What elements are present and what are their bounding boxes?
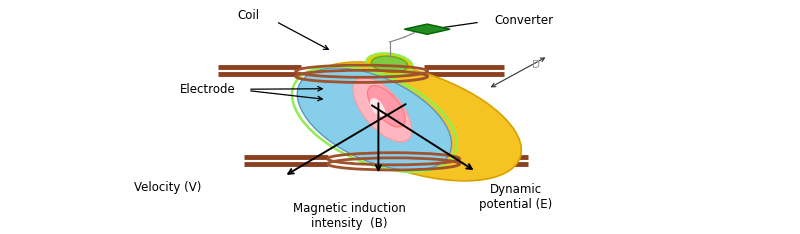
Text: Dynamic
potential (E): Dynamic potential (E)	[479, 183, 553, 211]
Ellipse shape	[366, 53, 413, 75]
Text: Converter: Converter	[494, 14, 554, 27]
Text: Magnetic induction
intensity  (B): Magnetic induction intensity (B)	[293, 202, 406, 230]
Text: Coil: Coil	[237, 9, 259, 22]
Ellipse shape	[302, 62, 522, 181]
Ellipse shape	[367, 86, 406, 127]
Text: Electrode: Electrode	[180, 83, 236, 96]
Polygon shape	[404, 24, 450, 34]
Text: Velocity (V): Velocity (V)	[134, 182, 202, 194]
Text: D: D	[532, 60, 540, 70]
Ellipse shape	[353, 77, 412, 142]
Ellipse shape	[298, 68, 451, 170]
Ellipse shape	[370, 98, 386, 117]
Ellipse shape	[371, 56, 408, 72]
